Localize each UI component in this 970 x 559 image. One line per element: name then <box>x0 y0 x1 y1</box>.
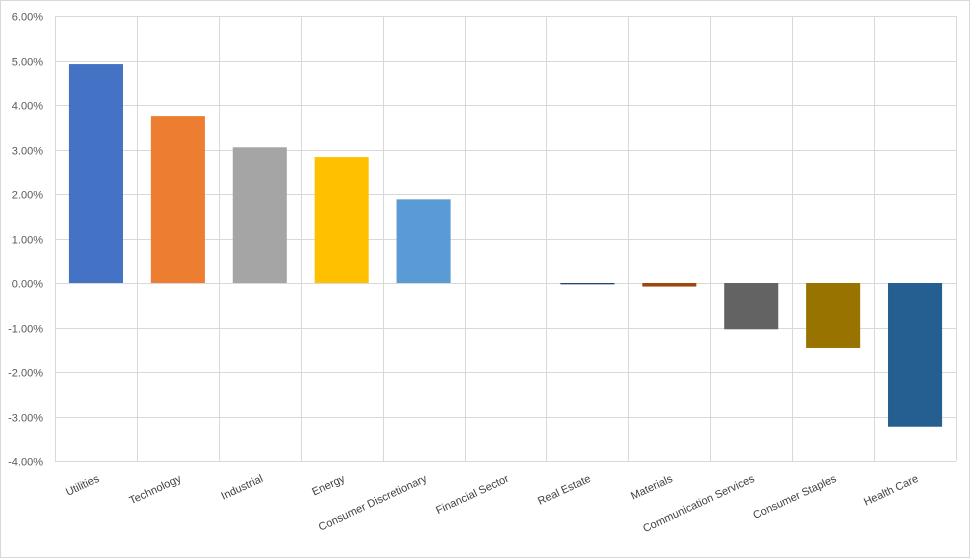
y-tick-label: 1.00% <box>12 235 43 247</box>
x-category-label: Industrial <box>220 473 266 503</box>
y-tick-label: 0.00% <box>12 279 43 291</box>
bar <box>806 283 861 348</box>
y-tick-label: -4.00% <box>8 457 43 469</box>
y-tick-label: 6.00% <box>12 12 43 24</box>
bar <box>724 283 779 330</box>
y-tick-label: 4.00% <box>12 101 43 113</box>
bar <box>68 64 123 283</box>
x-category-label: Financial Sector <box>434 473 511 517</box>
bar <box>150 116 205 283</box>
y-tick-label: -1.00% <box>8 324 43 336</box>
grid-lines <box>55 16 957 462</box>
x-category-label: Technology <box>128 473 184 508</box>
x-category-label: Energy <box>310 473 347 499</box>
x-category-label: Real Estate <box>536 473 593 508</box>
y-tick-label: 2.00% <box>12 190 43 202</box>
bar <box>642 283 697 287</box>
y-tick-label: -2.00% <box>8 368 43 380</box>
bar <box>396 199 451 283</box>
x-category-label: Utilities <box>64 473 102 499</box>
x-category-label: Health Care <box>862 473 920 509</box>
x-axis-category-labels: Utilities Technology Industrial Energy Consu… <box>64 473 920 536</box>
y-tick-label: 5.00% <box>12 57 43 69</box>
bar <box>232 147 287 283</box>
y-tick-label: -3.00% <box>8 413 43 425</box>
y-axis-tick-labels: -4.00% -3.00% -2.00% -1.00% 0.00% 1.00% 2.00% 3… <box>8 12 43 469</box>
bar <box>888 283 943 427</box>
y-tick-label: 3.00% <box>12 146 43 158</box>
x-category-label: Materials <box>629 473 675 503</box>
x-category-label: Consumer Staples <box>751 473 839 522</box>
bars <box>68 64 943 427</box>
bar <box>560 283 615 285</box>
bar <box>314 157 369 283</box>
